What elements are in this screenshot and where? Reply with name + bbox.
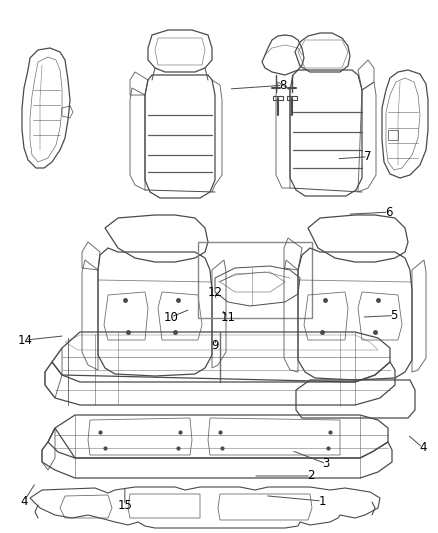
Text: 7: 7 bbox=[364, 150, 372, 163]
Text: 9: 9 bbox=[212, 339, 219, 352]
Text: 3: 3 bbox=[323, 457, 330, 470]
Text: 14: 14 bbox=[18, 334, 33, 346]
Text: 4: 4 bbox=[20, 495, 28, 507]
Text: 10: 10 bbox=[163, 311, 178, 324]
Text: 11: 11 bbox=[220, 311, 235, 324]
Text: 8: 8 bbox=[279, 79, 286, 92]
Text: 5: 5 bbox=[391, 309, 398, 322]
Text: 4: 4 bbox=[419, 441, 427, 454]
Text: 12: 12 bbox=[208, 286, 223, 298]
Text: 1: 1 bbox=[318, 495, 326, 507]
Bar bbox=[198, 242, 312, 318]
Text: 6: 6 bbox=[385, 206, 392, 219]
Text: 15: 15 bbox=[117, 499, 132, 512]
Text: 2: 2 bbox=[307, 470, 315, 482]
